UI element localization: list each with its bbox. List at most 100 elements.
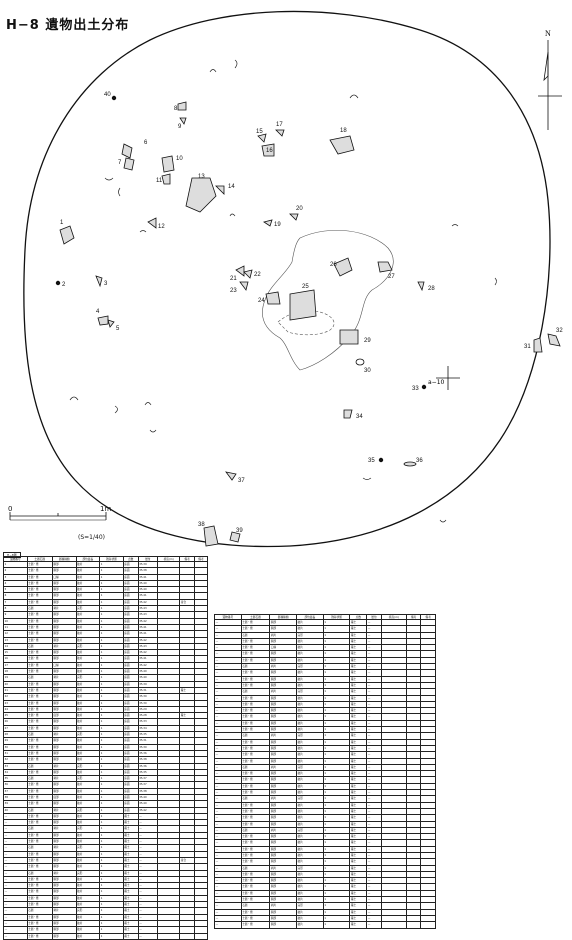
table-row: — 土器・甕 胴部 破片 1 覆土 — (214, 738, 436, 746)
table-header-row: 遺物番号 土器石器 器種種類 部位最長 残存状態 点数 層位 標高(m) 備考 備考 (214, 614, 436, 620)
table-cell (380, 921, 407, 929)
label-14: 14 (228, 184, 235, 190)
label-16: 16 (266, 148, 273, 154)
label-23: 23 (230, 288, 237, 294)
label-27: 27 (388, 274, 395, 280)
north-arrow-icon: N (538, 29, 562, 130)
north-label: N (545, 29, 551, 38)
table-cell: — (366, 921, 382, 929)
table-row: 40 石器 剥片 完形 1 床面 35.42 (3, 806, 208, 814)
table-row: 29 土器・甕 胴部 破片 1 床面 35.31 (3, 737, 208, 745)
table-cell: 土器・甕 (26, 932, 53, 940)
table-cell: 胴部 (269, 921, 297, 929)
table-cell (194, 932, 208, 940)
table-row: — 土器・甕 胴部 破片 1 覆土 — (214, 656, 436, 665)
label-1: 1 (60, 220, 64, 226)
label-15: 15 (256, 129, 263, 135)
label-36: 36 (416, 458, 423, 464)
label-38: 38 (198, 522, 205, 528)
artifact-table-1: 遺物番号 土器石器 器種種類 部位最長 残存状態 点数 層位 標高(m) 備考 備考 1 土器・甕 胴部… (3, 556, 208, 940)
label-18: 18 (340, 128, 347, 134)
table-row: — 土器・甕 胴部 破片 1 覆土 — (3, 932, 208, 940)
scale-start-label: 0 (8, 505, 13, 513)
label-25: 25 (302, 284, 309, 290)
scale-end-label: 1m (100, 505, 112, 513)
datum-marker-icon: a−10 (428, 366, 460, 390)
table-cell (420, 921, 436, 929)
label-34: 34 (356, 414, 363, 420)
table-row: 2 土器・甕 胴部 破片 1 床面 35.38 (3, 567, 208, 575)
table-cell (179, 932, 196, 940)
label-40: 40 (104, 92, 111, 98)
label-6: 6 (144, 140, 148, 146)
table-cell: — (214, 921, 242, 929)
table-row: — 土器・甕 胴部 破片 1 覆土 — (214, 751, 436, 759)
table-row: — 石器 剥片 完形 1 覆土 — (3, 825, 208, 833)
table-row: 21 土器・甕 胴部 破片 1 床面 35.31 覆土 (3, 686, 208, 695)
datum-label: a−10 (428, 379, 445, 386)
label-22: 22 (254, 272, 261, 278)
hearth-outline (262, 229, 394, 371)
label-30: 30 (364, 368, 371, 374)
label-39: 39 (236, 528, 243, 534)
artifact-table-2: 遺物番号 土器石器 器種種類 部位最長 残存状態 点数 層位 標高(m) 備考 備考 — 土器・甕 胴部… (214, 614, 436, 929)
hearth-inner (277, 310, 335, 336)
label-8: 8 (174, 106, 178, 112)
scale-bar (9, 512, 107, 521)
label-12: 12 (158, 224, 165, 230)
table-row: 39 土器・甕 胴部 破片 1 床面 35.40 (3, 800, 208, 808)
table-row: 3 土器・甕 口縁 破片 1 床面 35.41 (3, 573, 208, 581)
table-row: — 土器・甕 胴部 破片 1 覆土 — (214, 675, 436, 683)
table-cell: 胴部 (51, 932, 77, 940)
table-row: — 土器・甕 胴部 破片 1 覆土 — (214, 921, 436, 929)
scale-ratio: (S=1/40) (78, 534, 105, 541)
label-5: 5 (116, 326, 120, 332)
label-19: 19 (274, 222, 281, 228)
pit-outline (23, 10, 551, 548)
label-28: 28 (428, 286, 435, 292)
table-row: — 土器・甕 胴部 破片 1 覆土 — (214, 858, 436, 866)
label-35: 35 (368, 458, 375, 464)
table-row: — 土器・甕 胴部 破片 1 覆土 — (214, 870, 436, 879)
excavation-plan: N a−10 (9, 10, 563, 548)
label-10: 10 (176, 156, 183, 162)
label-31: 31 (524, 344, 531, 350)
table-cell (156, 932, 181, 940)
table-cell (405, 921, 422, 929)
label-26: 26 (330, 262, 337, 268)
table-cell: — (3, 932, 28, 940)
artifact-labels: 1 2 3 4 5 6 7 8 9 10 11 12 13 14 15 16 1… (60, 92, 563, 534)
label-3: 3 (104, 281, 108, 287)
label-37: 37 (238, 478, 245, 484)
table-row: 10 土器・甕 胴部 破片 1 床面 35.42 (3, 617, 208, 625)
label-24: 24 (258, 298, 265, 304)
table-cell: 1 (99, 932, 124, 940)
artifacts (55, 95, 561, 547)
table-cell: 覆土 (349, 921, 368, 929)
label-2: 2 (62, 282, 66, 288)
table-row: 32 土器・甕 胴部 破片 1 床面 35.38 (3, 756, 208, 764)
table-row: 28 石器 剥片 完形 1 床面 35.35 (3, 730, 208, 739)
table-cell: 覆土 (122, 932, 139, 940)
posthole-arcs (69, 59, 497, 523)
table-row: — 土器・甕 胴部 破片 1 覆土 — (214, 782, 436, 791)
label-4: 4 (96, 309, 100, 315)
table-cell: 1 (322, 921, 351, 929)
label-9: 9 (178, 124, 182, 130)
table-row: — 土器・甕 胴部 破片 1 覆土 — (214, 839, 436, 847)
table-row: — 土器・甕 胴部 破片 1 覆土 — (214, 719, 436, 728)
label-32: 32 (556, 328, 563, 334)
table-row: — 土器・甕 胴部 破片 1 覆土 — (3, 863, 208, 871)
table-row: — 石器 剥片 完形 1 覆土 — (214, 826, 436, 835)
table-cell: — (137, 932, 158, 940)
label-33: 33 (412, 386, 419, 392)
label-17: 17 (276, 122, 283, 128)
table-cell: 破片 (296, 921, 324, 929)
label-11: 11 (156, 178, 163, 184)
label-29: 29 (364, 338, 371, 344)
table-row: — 石器 剥片 完形 1 覆土 — (3, 869, 208, 877)
figure-title: H−8 遺物出土分布 (6, 18, 130, 33)
table-row: 33 石器 剥片 完形 1 床面 35.36 (3, 762, 208, 770)
label-13: 13 (198, 174, 205, 180)
label-21: 21 (230, 276, 237, 282)
